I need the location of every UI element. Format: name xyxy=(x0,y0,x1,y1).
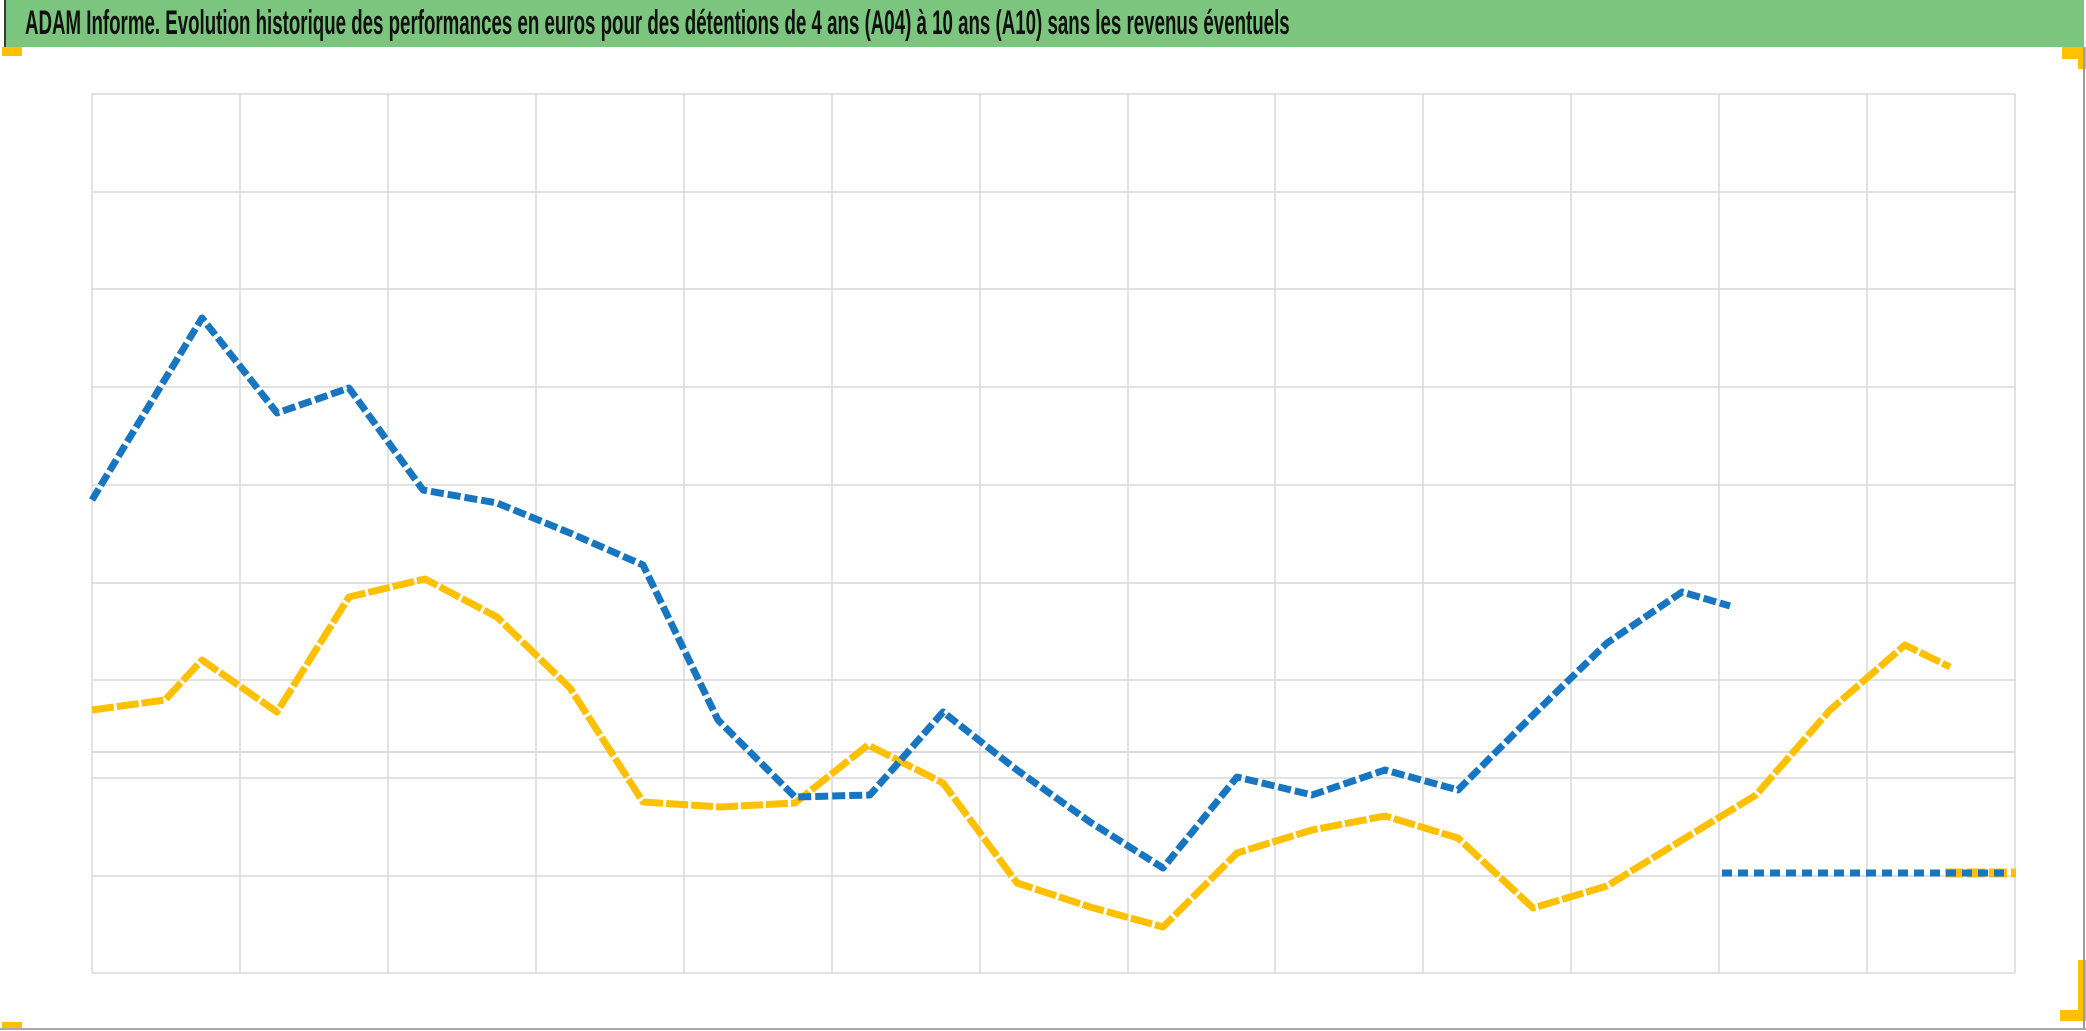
window-bottom-border xyxy=(0,1028,2086,1030)
window-right-border xyxy=(2083,47,2085,1028)
yellow-corner-mark-bottom-left xyxy=(2,1022,22,1030)
yellow-corner-mark-top-right xyxy=(2078,47,2086,69)
header-bar: ADAM Informe. Evolution historique des p… xyxy=(6,0,2084,47)
yellow-corner-mark-bottom-right xyxy=(2060,1010,2086,1021)
yellow-corner-mark-bottom-right xyxy=(2078,960,2086,1020)
yellow-corner-mark-top-left xyxy=(2,47,22,56)
yellow-series-main xyxy=(91,575,1952,931)
blue-series-main xyxy=(89,314,1731,872)
left-border-tick xyxy=(4,0,7,47)
grid-lines xyxy=(91,93,2016,974)
page-title: ADAM Informe. Evolution historique des p… xyxy=(25,4,1290,42)
